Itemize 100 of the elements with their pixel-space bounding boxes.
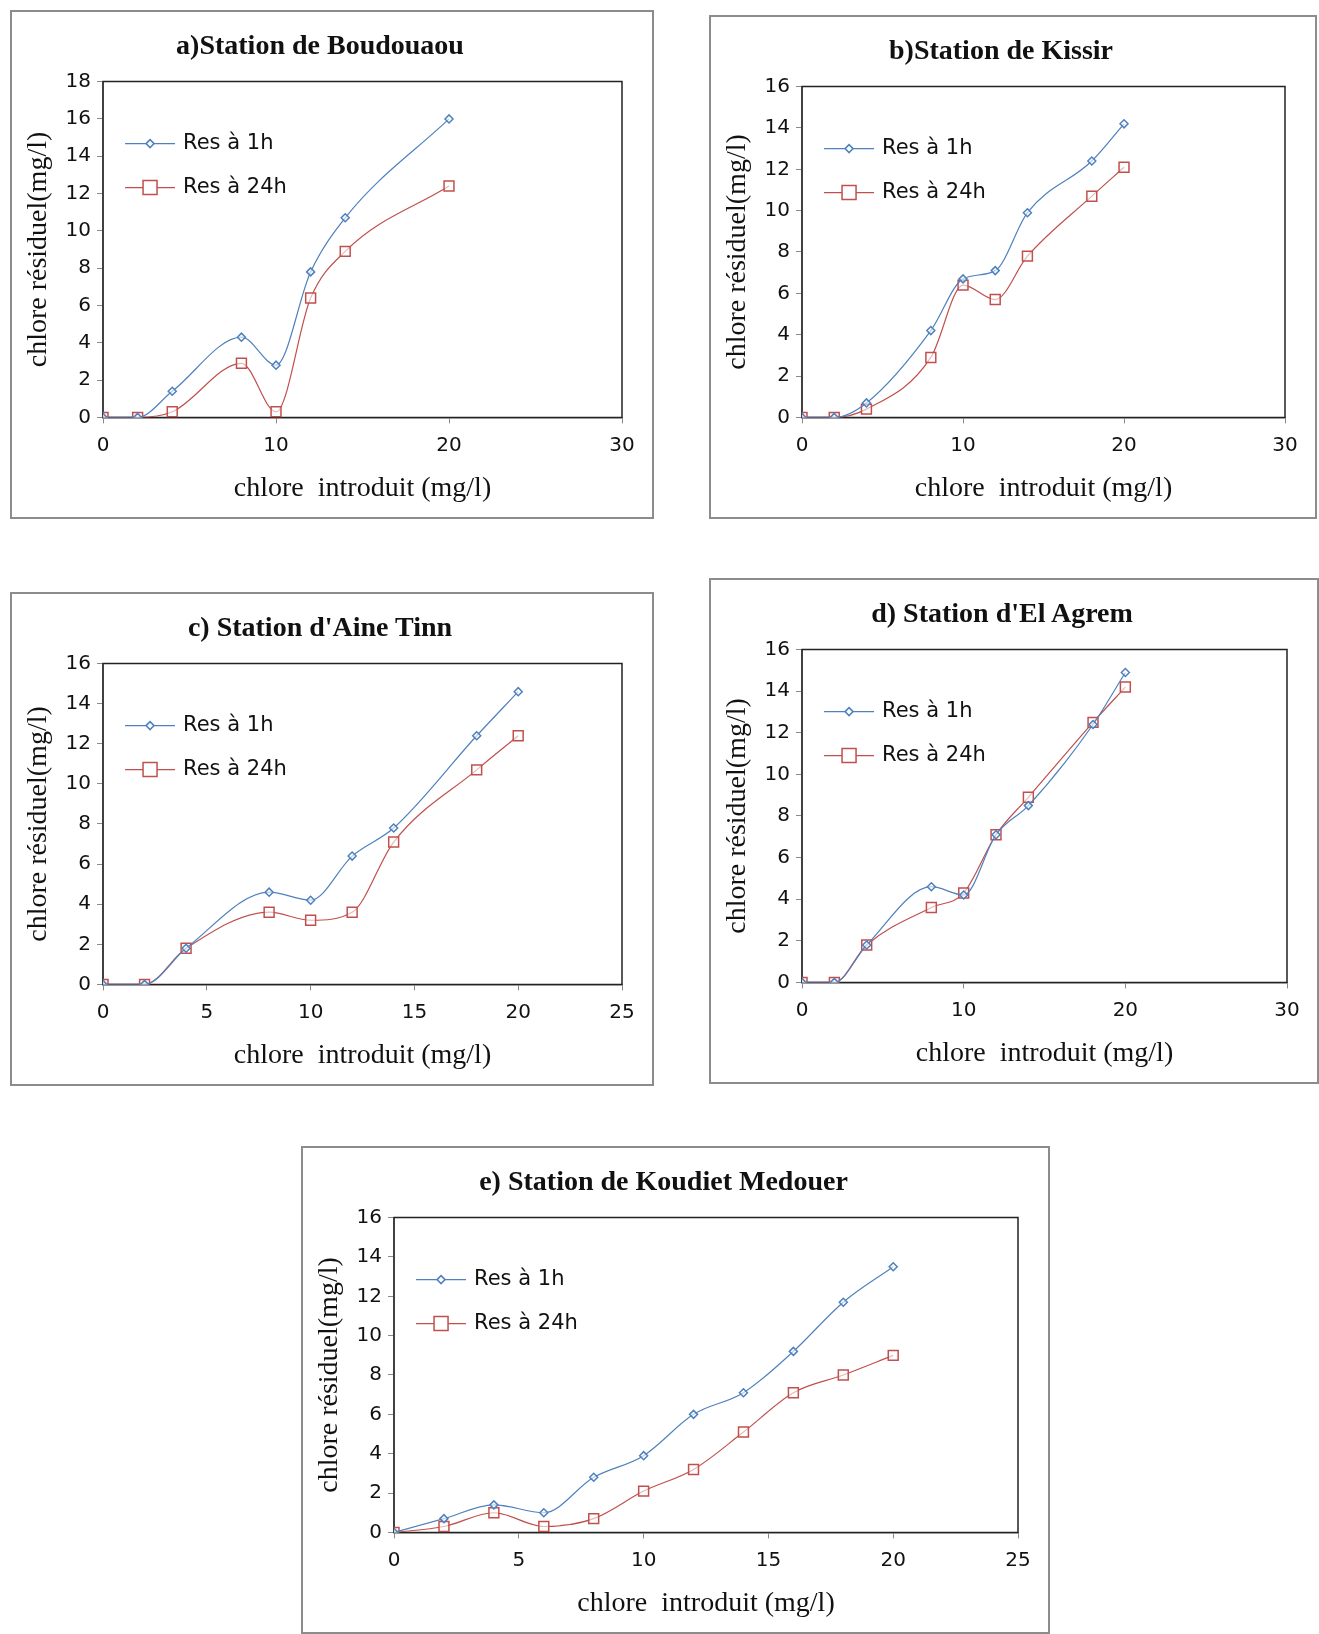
point [512, 730, 524, 742]
point [1022, 207, 1033, 218]
point [488, 1507, 500, 1519]
x-tick-label: 10 [950, 431, 976, 456]
point [588, 1512, 600, 1525]
point [489, 1500, 499, 1510]
legend-label: Res à 1h [183, 712, 274, 737]
x-tick-label: 20 [436, 431, 462, 456]
y-tick-label: 12 [65, 179, 92, 204]
point [236, 332, 247, 342]
legend-label: Res à 24h [183, 756, 287, 781]
y-tick-label: 4 [78, 890, 92, 915]
legend-label: Res à 24h [882, 179, 986, 204]
point [888, 1262, 898, 1272]
point [837, 1369, 849, 1381]
point [887, 1349, 899, 1362]
y-tick-label: 4 [777, 320, 791, 345]
y-tick-label: 2 [78, 366, 92, 391]
point [737, 1426, 750, 1438]
y-tick-label: 8 [78, 254, 92, 279]
y-tick-label: 14 [764, 114, 791, 139]
point [340, 213, 350, 223]
y-tick-label: 10 [356, 1321, 383, 1346]
y-axis-title: chlore résiduel(mg/l) [21, 706, 53, 942]
x-axis-title: chlore introduit (mg/l) [914, 470, 1173, 502]
y-tick-label: 6 [777, 279, 791, 304]
point [1118, 161, 1130, 173]
point [638, 1450, 649, 1461]
point [838, 1297, 849, 1307]
y-tick-label: 18 [65, 67, 92, 92]
point [926, 881, 937, 892]
chart-title: c) Station d'Aine Tinn [187, 611, 453, 643]
y-tick-label: 10 [65, 217, 92, 242]
x-tick-label: 5 [512, 1546, 526, 1571]
chart-title: e) Station de Koudiet Medouer [479, 1165, 848, 1197]
x-tick-label: 0 [387, 1546, 401, 1571]
point [346, 906, 358, 918]
y-tick-label: 8 [78, 810, 92, 835]
legend-label: Res à 1h [882, 698, 973, 723]
y-tick-label: 4 [369, 1439, 383, 1464]
point [1023, 800, 1034, 811]
point [166, 406, 178, 418]
point [1120, 667, 1131, 678]
x-tick-label: 30 [1272, 431, 1298, 456]
y-axis-title: chlore résiduel(mg/l) [720, 134, 752, 370]
x-tick-label: 0 [795, 431, 809, 456]
y-tick-label: 16 [65, 105, 92, 130]
x-tick-label: 0 [96, 431, 110, 456]
y-tick-label: 12 [764, 155, 791, 180]
x-tick-label: 30 [609, 431, 635, 456]
legend-label: Res à 1h [474, 1266, 565, 1291]
y-tick-label: 16 [356, 1203, 383, 1228]
y-tick-label: 0 [777, 968, 791, 993]
point [304, 292, 317, 304]
x-tick-label: 30 [1274, 996, 1300, 1021]
x-tick-label: 5 [200, 998, 214, 1023]
point [167, 386, 177, 397]
point [444, 114, 454, 124]
point [957, 279, 969, 291]
x-tick-label: 25 [1005, 1546, 1031, 1571]
y-tick-label: 14 [764, 677, 791, 702]
x-tick-label: 15 [401, 998, 428, 1023]
point [347, 851, 357, 861]
y-tick-label: 10 [764, 760, 791, 785]
y-axis-title: chlore résiduel(mg/l) [21, 131, 53, 368]
point [1087, 156, 1097, 166]
point [1086, 190, 1098, 202]
point [688, 1409, 699, 1420]
y-tick-label: 6 [78, 291, 92, 316]
x-tick-label: 10 [630, 1546, 657, 1571]
point [925, 351, 937, 364]
y-tick-label: 8 [369, 1361, 383, 1386]
y-tick-label: 2 [777, 927, 791, 951]
y-axis-title: chlore résiduel(mg/l) [312, 1257, 344, 1493]
y-tick-label: 16 [764, 72, 791, 97]
point [270, 406, 282, 418]
chart-title: d) Station d'El Agrem [871, 597, 1133, 629]
point [305, 895, 316, 905]
x-axis-title: chlore introduit (mg/l) [915, 1035, 1174, 1067]
point [1119, 119, 1129, 129]
point [539, 1507, 549, 1518]
y-tick-label: 12 [356, 1282, 383, 1307]
point [958, 274, 968, 284]
y-tick-label: 14 [65, 689, 92, 714]
point [235, 357, 248, 369]
legend-label: Res à 24h [183, 174, 287, 199]
y-tick-label: 12 [65, 730, 92, 754]
y-tick-label: 0 [369, 1518, 383, 1543]
point [513, 686, 523, 697]
point [1119, 681, 1132, 693]
x-axis-title: chlore introduit (mg/l) [233, 470, 492, 502]
y-tick-label: 6 [777, 843, 791, 868]
x-tick-label: 20 [880, 1546, 906, 1571]
y-tick-label: 14 [65, 142, 92, 167]
point [1021, 250, 1034, 262]
y-tick-label: 2 [777, 362, 791, 387]
point [263, 906, 275, 918]
y-tick-label: 12 [764, 719, 791, 743]
point [738, 1387, 749, 1398]
y-tick-label: 16 [764, 635, 791, 660]
